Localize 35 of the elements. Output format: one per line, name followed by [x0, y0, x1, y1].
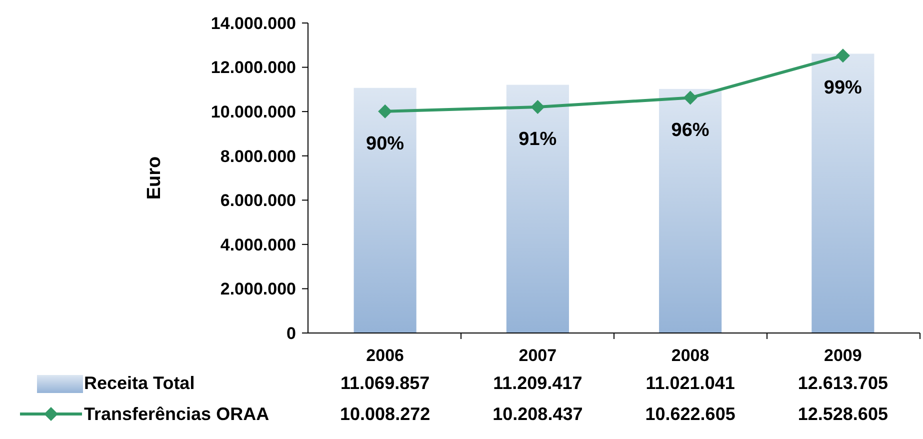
data-label: 10.622.605 — [645, 404, 736, 424]
legend-label: Receita Total — [84, 373, 195, 393]
y-tick-label: 4.000.000 — [220, 235, 296, 254]
y-tick-label: 0 — [286, 324, 296, 343]
data-label: 11.021.041 — [646, 373, 735, 393]
point — [378, 104, 392, 118]
point — [683, 90, 698, 105]
x-tick-label: 2008 — [671, 346, 710, 365]
y-tick-label: 8.000.000 — [220, 146, 296, 166]
legend-label: Transferências ORAA — [84, 404, 270, 424]
x-tick-label: 2009 — [824, 346, 862, 365]
data-label: 10.008.272 — [340, 404, 430, 424]
bar — [506, 84, 569, 333]
bar — [812, 54, 874, 333]
data-label: 10.208.437 — [492, 404, 583, 424]
point — [836, 48, 850, 63]
data-label: 11.069.857 — [340, 373, 430, 393]
y-tick-label: 2.000.000 — [220, 280, 296, 299]
data-label: 12.528.605 — [798, 404, 888, 424]
annotation: 91% — [518, 128, 557, 150]
data-label: 12.613.705 — [798, 373, 888, 393]
x-tick-label: 2006 — [366, 346, 404, 365]
y-axis-title: Euro — [144, 156, 165, 200]
annotation: 99% — [824, 78, 862, 99]
x-tick-label: 2007 — [518, 346, 557, 365]
point — [530, 100, 545, 114]
y-tick-label: 6.000.000 — [220, 191, 296, 210]
annotation: 90% — [366, 133, 404, 154]
y-tick-label: 12.000.000 — [210, 58, 296, 78]
y-tick-label: 10.000.000 — [210, 102, 296, 122]
y-tick-label: 14.000.000 — [210, 14, 296, 33]
bar — [659, 88, 722, 333]
data-label: 11.209.417 — [493, 373, 582, 393]
annotation: 96% — [671, 120, 710, 141]
bar — [354, 88, 416, 333]
